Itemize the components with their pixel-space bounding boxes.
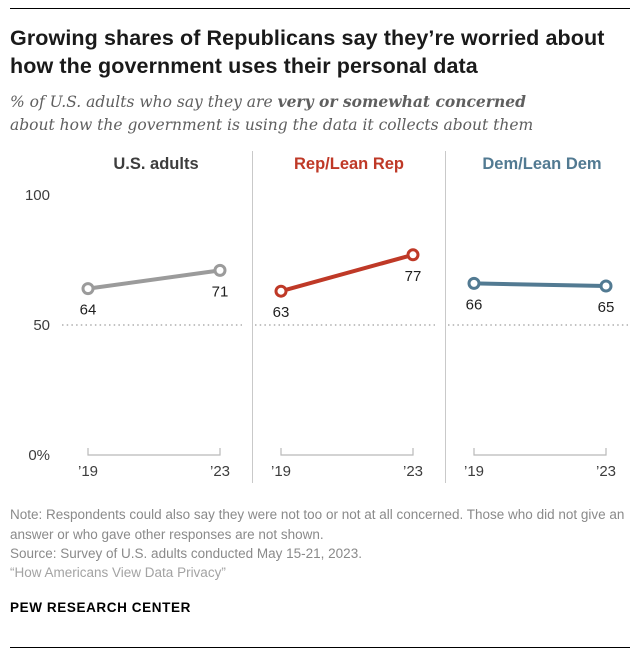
x-axis [473,448,607,456]
trend-line [280,253,414,294]
y-axis-label: 0% [28,447,50,464]
data-point [213,264,227,278]
source-text: Source: Survey of U.S. adults conducted … [10,545,362,561]
panel-title-dem-lean-dem: Dem/Lean Dem [482,155,602,174]
bottom-rule [10,647,630,648]
y-axis-label: 50 [33,317,50,334]
pew-research-center-wordmark: PEW RESEARCH CENTER [10,600,191,615]
trend-line [473,281,607,289]
x-axis-label: ’19 [271,463,291,480]
x-axis [280,448,414,456]
value-label: 64 [80,302,97,319]
x-axis-label: ’23 [210,463,230,480]
y-axis-label: 100 [25,187,50,204]
page-title: Growing shares of Republicans say they’r… [10,26,605,78]
data-point [599,279,613,293]
report-title-quote: “How Americans View Data Privacy” [10,564,226,580]
x-axis-label: ’23 [403,463,423,480]
value-label: 71 [212,284,229,301]
panel-title-us-adults: U.S. adults [113,155,199,174]
panel-dem-lean-dem: Dem/Lean Dem 66 ’19 65 ’23 [445,151,638,484]
x-axis [87,448,221,456]
line-chart-dem-lean-dem: 66 ’19 65 ’23 [448,277,628,480]
line-chart-us-adults: 100 50 0% 64 ’19 71 ’23 [25,187,242,480]
chart-subtitle: % of U.S. adults who say they are very o… [10,90,550,138]
x-axis-label: ’19 [464,463,484,480]
top-rule [10,8,630,9]
small-multiples-chart: U.S. adults 100 50 0% 64 ’19 71 ’23 Rep/Lean R… [10,151,630,484]
subtitle-prefix: % of U.S. adults who say they are [10,92,278,111]
footer: Note: Respondents could also say they we… [10,505,630,617]
panel-us-adults: U.S. adults 100 50 0% 64 ’19 71 ’23 [10,151,252,483]
data-point [467,277,481,291]
value-label: 65 [598,299,615,316]
panel-rep-lean-rep: Rep/Lean Rep 63 ’19 77 ’23 [252,151,445,484]
value-label: 77 [405,268,422,285]
trend-line [87,268,221,291]
x-axis-label: ’19 [78,463,98,480]
x-axis-label: ’23 [596,463,616,480]
data-point [81,282,95,296]
data-point [274,285,288,299]
value-label: 63 [273,305,290,322]
subtitle-suffix: about how the government is using the da… [10,116,534,135]
note-text: Note: Respondents could also say they we… [10,507,625,542]
line-chart-rep-lean-rep: 63 ’19 77 ’23 [255,248,435,480]
panel-title-rep-lean-rep: Rep/Lean Rep [293,155,405,174]
data-point [406,248,420,262]
value-label: 66 [466,297,483,314]
subtitle-emphasis: very or somewhat concerned [277,91,526,111]
